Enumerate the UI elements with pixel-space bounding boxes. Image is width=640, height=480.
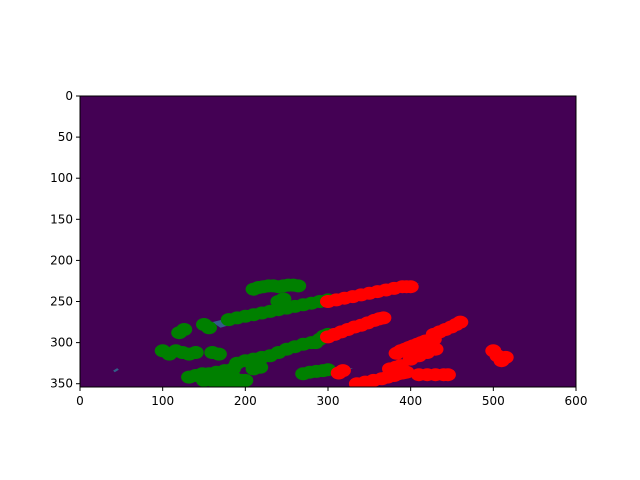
data-point	[187, 346, 204, 359]
series-1	[320, 280, 514, 387]
y-tick-label: 100	[50, 171, 73, 185]
data-point	[452, 315, 469, 329]
data-point	[290, 279, 307, 293]
x-tick-label: 600	[565, 394, 588, 408]
scatter-points	[154, 278, 514, 387]
data-point	[176, 323, 193, 336]
data-point	[224, 362, 241, 376]
data-point	[334, 364, 351, 378]
x-tick-label: 100	[151, 394, 174, 408]
data-point	[201, 321, 217, 335]
data-point	[252, 360, 269, 374]
x-axis: 0 100 200 300 400 500 600	[76, 387, 587, 408]
x-tick-label: 200	[234, 394, 257, 408]
y-axis: 0 50 100 150 200 250 300 350	[50, 89, 80, 391]
x-tick-label: 500	[482, 394, 505, 408]
x-tick-label: 400	[399, 394, 422, 408]
overlay-region-2	[113, 368, 119, 373]
y-tick-label: 200	[50, 253, 73, 267]
data-point	[402, 280, 419, 294]
data-point	[392, 359, 409, 373]
data-point	[439, 368, 456, 382]
y-tick-label: 350	[50, 377, 73, 391]
data-point	[303, 336, 320, 350]
y-tick-label: 0	[65, 89, 73, 103]
data-point	[229, 376, 246, 387]
x-tick-label: 0	[76, 394, 84, 408]
y-tick-label: 300	[50, 336, 73, 350]
y-tick-label: 50	[58, 130, 73, 144]
data-point	[210, 347, 227, 361]
data-point	[427, 342, 444, 356]
x-tick-label: 300	[317, 394, 340, 408]
y-tick-label: 150	[50, 212, 73, 226]
data-point	[497, 350, 514, 364]
y-tick-label: 250	[50, 295, 73, 309]
data-point	[375, 311, 392, 325]
